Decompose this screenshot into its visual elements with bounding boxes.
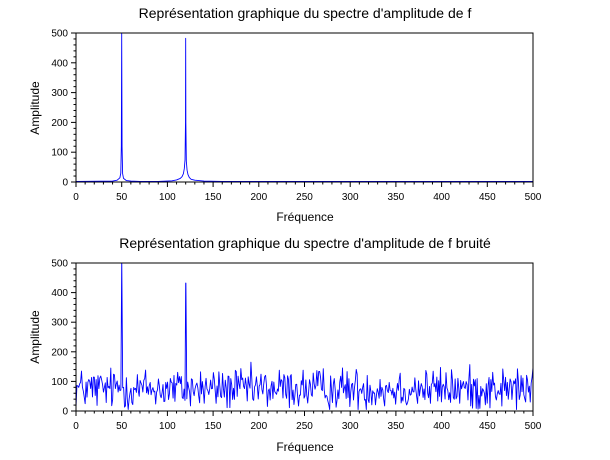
chart-top-xlabel: Fréquence bbox=[276, 210, 334, 224]
chart-top-xtick-label: 100 bbox=[159, 192, 176, 203]
chart-top-ytick-label: 0 bbox=[62, 178, 68, 189]
chart-top-xtick-label: 0 bbox=[73, 192, 79, 203]
chart-top-ytick-label: 500 bbox=[51, 29, 68, 40]
chart-bottom-ytick-label: 200 bbox=[51, 347, 68, 358]
chart-top-xtick-label: 500 bbox=[525, 192, 542, 203]
chart-top-xtick-label: 450 bbox=[479, 192, 496, 203]
chart-bottom-xtick-label: 450 bbox=[479, 421, 496, 432]
chart-top-xtick-label: 350 bbox=[388, 192, 405, 203]
chart-bottom-xtick-label: 150 bbox=[205, 421, 222, 432]
chart-top-ytick-label: 400 bbox=[51, 58, 68, 69]
chart-bottom-ylabel: Amplitude bbox=[28, 310, 42, 364]
chart-top-xtick-label: 400 bbox=[433, 192, 450, 203]
chart-top-ytick-label: 100 bbox=[51, 148, 68, 159]
chart-bottom-xtick-label: 500 bbox=[525, 421, 542, 432]
chart-top-xtick-label: 200 bbox=[250, 192, 267, 203]
chart-bottom-xtick-label: 50 bbox=[116, 421, 128, 432]
chart-bottom-xtick-label: 200 bbox=[250, 421, 267, 432]
chart-bottom-xtick-label: 0 bbox=[73, 421, 79, 432]
chart-bottom: Représentation graphique du spectre d'am… bbox=[28, 235, 542, 454]
chart-bottom-series-line bbox=[75, 262, 534, 410]
chart-top-ytick-label: 300 bbox=[51, 88, 68, 99]
chart-bottom-xtick-label: 100 bbox=[159, 421, 176, 432]
chart-bottom-plot-frame bbox=[75, 262, 534, 412]
chart-top-series-line bbox=[75, 32, 533, 182]
chart-top-xtick-label: 250 bbox=[296, 192, 313, 203]
chart-bottom-ytick-label: 100 bbox=[51, 377, 68, 388]
chart-bottom-xtick-label: 250 bbox=[296, 421, 313, 432]
chart-bottom-ytick-label: 0 bbox=[62, 407, 68, 418]
chart-bottom-ytick-label: 500 bbox=[51, 259, 68, 270]
chart-bottom-xtick-label: 300 bbox=[342, 421, 359, 432]
chart-bottom-ytick-label: 300 bbox=[51, 318, 68, 329]
chart-top: Représentation graphique du spectre d'am… bbox=[28, 5, 542, 224]
chart-bottom-title: Représentation graphique du spectre d'am… bbox=[119, 235, 491, 251]
chart-top-ylabel: Amplitude bbox=[28, 81, 42, 135]
chart-top-xtick-label: 150 bbox=[205, 192, 222, 203]
chart-bottom-ytick-label: 400 bbox=[51, 288, 68, 299]
chart-top-xtick-label: 300 bbox=[342, 192, 359, 203]
chart-bottom-xtick-label: 400 bbox=[433, 421, 450, 432]
chart-top-title: Représentation graphique du spectre d'am… bbox=[139, 5, 472, 21]
chart-bottom-xtick-label: 350 bbox=[388, 421, 405, 432]
chart-top-plot-frame bbox=[75, 32, 534, 183]
chart-top-ytick-label: 200 bbox=[51, 118, 68, 129]
chart-top-xtick-label: 50 bbox=[116, 192, 128, 203]
chart-bottom-xlabel: Fréquence bbox=[276, 440, 334, 454]
